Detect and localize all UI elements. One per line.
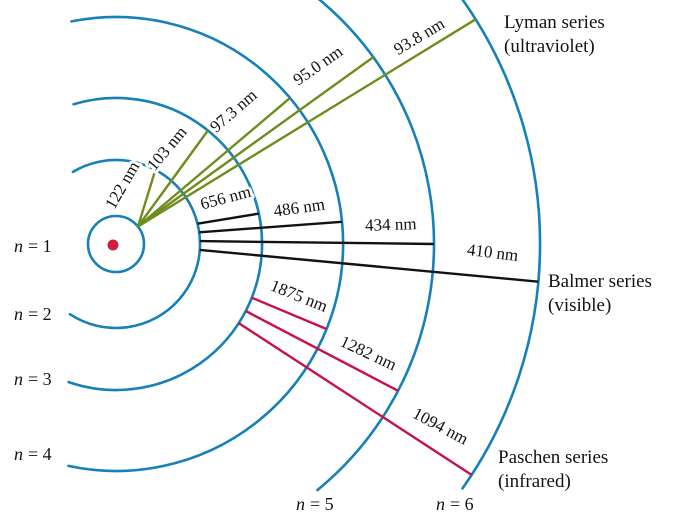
wavelength-label-486nm: 486 nm — [272, 195, 326, 221]
lyman-line-95nm — [137, 56, 375, 228]
series-label-lyman: Lyman series (ultraviolet) — [504, 12, 605, 57]
lyman-line-103nm — [137, 129, 209, 228]
wavelength-label-410nm: 410 nm — [466, 240, 519, 265]
orbit-n4 — [67, 15, 345, 473]
orbit-n2 — [68, 158, 202, 330]
nucleus-dot — [107, 239, 119, 251]
balmer-line-410nm — [199, 248, 539, 283]
orbit-n6 — [461, 0, 542, 490]
balmer-line-656nm — [197, 212, 259, 225]
wavelength-label-103nm: 103 nm — [143, 123, 191, 175]
orbit-label-n6: n = 6 — [436, 494, 474, 514]
lyman-line-122nm — [136, 169, 157, 227]
orbit-n1 — [86, 214, 146, 274]
wavelength-label-122nm: 122 nm — [101, 158, 143, 212]
svg-text:Lyman series: Lyman series — [504, 12, 605, 33]
orbit-label-n2: n = 2 — [14, 304, 52, 324]
wavelength-label-656nm: 656 nm — [198, 182, 253, 214]
orbit-n5 — [316, 0, 436, 492]
paschen-line-1094nm — [238, 322, 473, 476]
svg-text:Balmer series: Balmer series — [548, 271, 652, 292]
balmer-line-434nm — [199, 239, 435, 246]
orbit-label-n4: n = 4 — [14, 444, 52, 464]
svg-text:(infrared): (infrared) — [498, 471, 571, 492]
wavelength-label-434nm: 434 nm — [365, 214, 417, 235]
series-label-balmer: Balmer series (visible) — [548, 271, 652, 316]
paschen-line-1875nm — [251, 296, 327, 331]
wavelength-label-1875nm: 1875 nm — [268, 276, 331, 316]
lyman-line-93nm — [137, 18, 477, 228]
orbit-label-n3: n = 3 — [14, 369, 52, 389]
series-label-paschen: Paschen series (infrared) — [498, 447, 608, 492]
wavelength-label-1282nm: 1282 nm — [337, 332, 399, 375]
svg-text:(visible): (visible) — [548, 295, 611, 316]
orbit-label-n1: n = 1 — [14, 236, 52, 256]
svg-text:Paschen series: Paschen series — [498, 447, 608, 468]
wavelength-label-93nm: 93.8 nm — [390, 14, 448, 59]
paschen-line-1282nm — [245, 309, 399, 392]
orbit-label-n5: n = 5 — [296, 494, 334, 514]
svg-text:(ultraviolet): (ultraviolet) — [504, 36, 595, 57]
balmer-line-486nm — [199, 220, 342, 234]
lyman-line-97nm — [137, 97, 291, 228]
orbit-n3 — [67, 96, 264, 392]
